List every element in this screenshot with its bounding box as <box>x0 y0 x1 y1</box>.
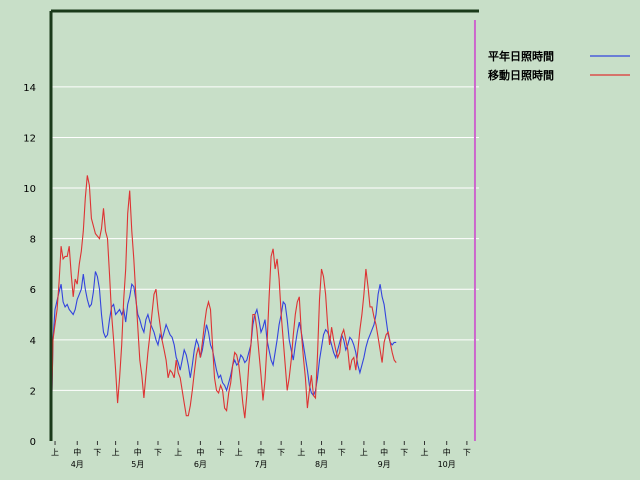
x-tick-label: 下 <box>154 448 162 457</box>
x-tick-label: 下 <box>338 448 346 457</box>
y-tick-label: 14 <box>23 83 36 94</box>
x-tick-label: 下 <box>93 448 101 457</box>
x-tick-label: 中 <box>196 447 204 457</box>
x-tick-label: 上 <box>360 448 368 457</box>
x-axis-ticks: 上中下上中下上中下上中下上中下上中下上中下 <box>51 441 471 457</box>
y-tick-label: 6 <box>30 285 36 296</box>
x-tick-label: 中 <box>443 447 451 457</box>
series-line <box>50 175 397 442</box>
month-label: 6月 <box>194 460 207 469</box>
x-tick-label: 上 <box>297 448 305 457</box>
y-tick-label: 2 <box>30 386 36 397</box>
x-tick-label: 中 <box>134 447 142 457</box>
y-tick-label: 12 <box>23 133 36 144</box>
series-line <box>50 271 397 442</box>
plot-frame <box>49 9 479 441</box>
x-tick-label: 中 <box>257 447 265 457</box>
y-tick-label: 8 <box>30 235 36 246</box>
month-labels: 4月 5月 6月 7月 8月 9月 10月 <box>71 460 456 469</box>
y-tick-label: 10 <box>23 184 36 195</box>
x-tick-label: 上 <box>174 448 182 457</box>
x-tick-label: 中 <box>318 447 326 457</box>
y-tick-label: 4 <box>30 336 36 347</box>
month-label: 5月 <box>131 460 144 469</box>
x-tick-label: 上 <box>51 448 59 457</box>
month-label: 9月 <box>378 460 391 469</box>
legend-label: 平年日照時間 <box>488 49 554 63</box>
legend-label: 移動日照時間 <box>488 68 554 82</box>
x-tick-label: 下 <box>400 448 408 457</box>
month-label: 10月 <box>438 460 456 469</box>
series-lines <box>50 175 397 442</box>
x-tick-label: 上 <box>235 448 243 457</box>
x-tick-label: 上 <box>420 448 428 457</box>
x-tick-label: 中 <box>73 447 81 457</box>
month-label: 8月 <box>315 460 328 469</box>
month-label: 4月 <box>71 460 84 469</box>
x-tick-label: 下 <box>217 448 225 457</box>
y-axis-ticks: 0 2 4 6 8 10 12 14 <box>23 83 36 448</box>
x-tick-label: 下 <box>277 448 285 457</box>
month-label: 7月 <box>254 460 267 469</box>
x-tick-label: 上 <box>112 448 120 457</box>
y-tick-label: 0 <box>30 437 36 448</box>
x-tick-label: 下 <box>463 448 471 457</box>
x-tick-label: 中 <box>380 447 388 457</box>
